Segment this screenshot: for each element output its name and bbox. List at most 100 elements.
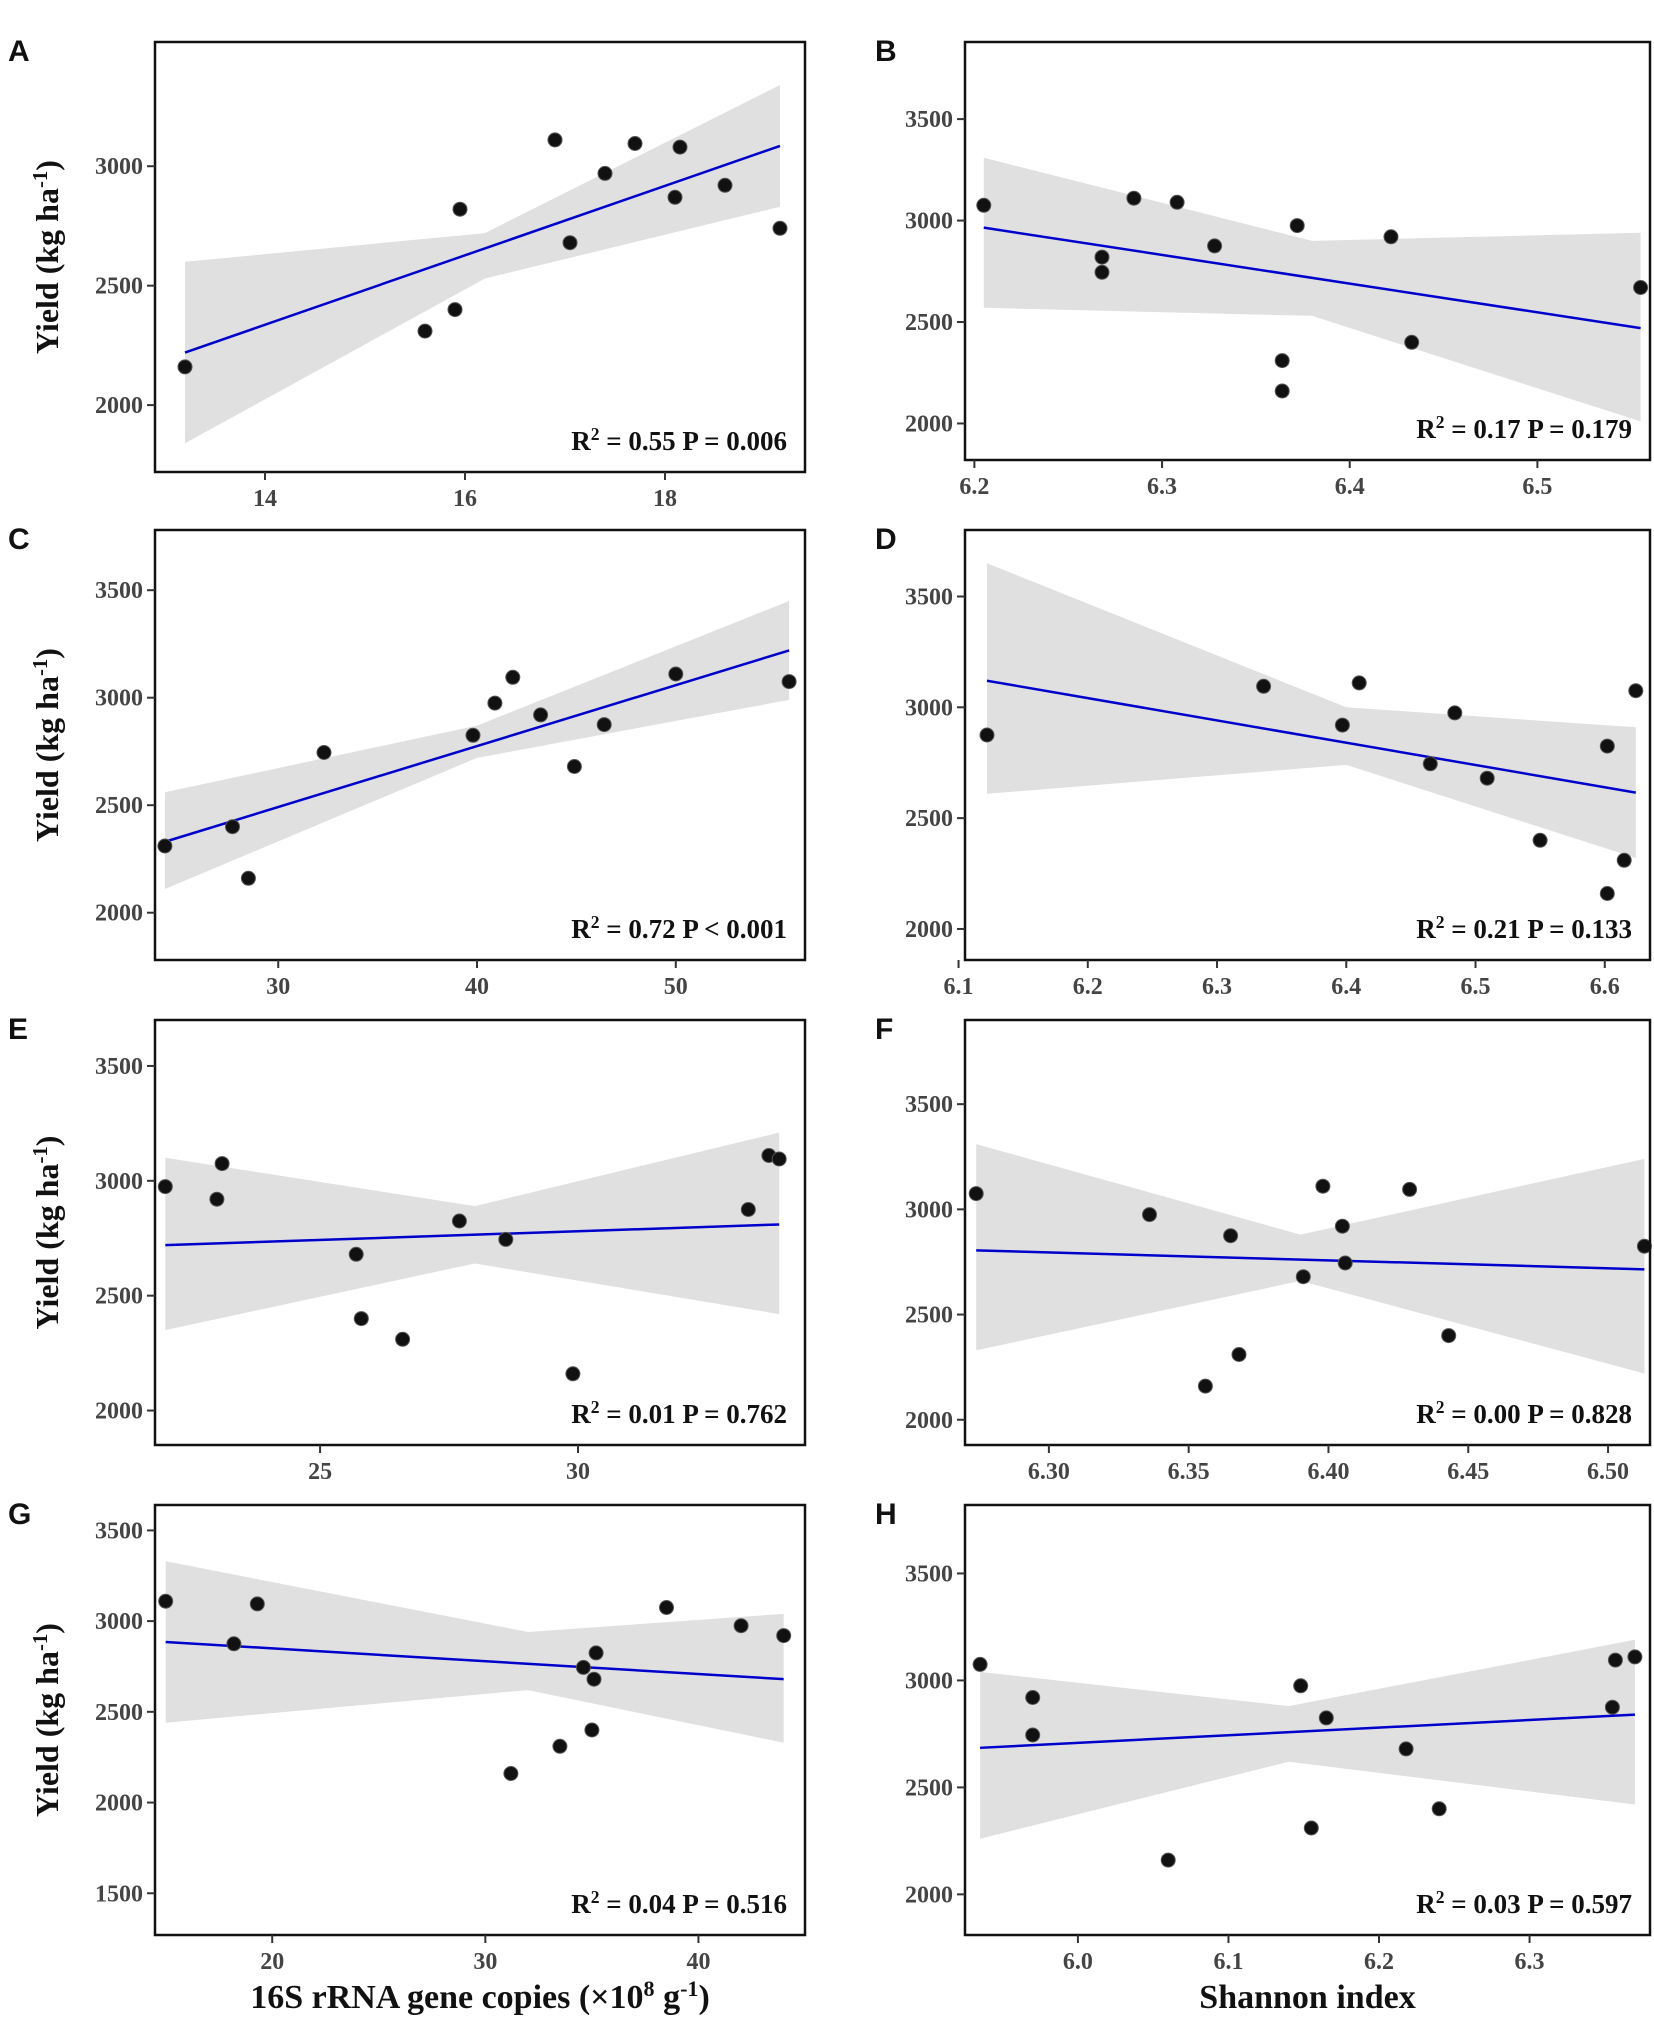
data-point [316,745,332,760]
data-point [505,669,521,685]
y-tick-label: 3500 [905,1561,953,1587]
data-point [1315,1178,1331,1194]
data-point [1479,770,1495,786]
data-point [733,1618,749,1634]
plot-frame [153,1018,807,1447]
x-tick-label: 30 [266,974,290,1000]
panel-letter-f: F [875,1013,893,1046]
confidence-band [185,85,780,444]
data-point [781,674,797,690]
stats-annotation: R2 = 0.21 P = 0.133 [1416,912,1632,944]
data-point [225,819,240,835]
data-point [395,1331,411,1347]
data-point [451,1213,467,1229]
y-tick-label: 2000 [905,917,953,943]
x-tick-label: 40 [465,974,489,1000]
data-point [249,1596,265,1612]
plot-frame [963,1503,1652,1937]
data-point [584,1722,600,1738]
panel-letter-g: G [8,1498,31,1531]
data-point [1334,1218,1350,1234]
x-tick-label: 16 [453,486,477,512]
data-point [1274,383,1290,399]
x-tick-label: 6.2 [1073,974,1103,1000]
data-point [597,165,613,181]
x-tick-label: 6.3 [1147,474,1177,500]
x-tick-label: 6.2 [959,474,989,500]
y-tick-label: 2000 [95,901,143,927]
regression-line [165,1223,780,1247]
data-point [447,302,463,318]
x-tick-label: 6.45 [1447,1459,1489,1485]
y-tick-label: 2000 [905,1882,953,1908]
panel-letter-a: A [8,35,30,68]
y-tick-label: 2000 [95,1791,143,1817]
panel-letter-e: E [8,1013,28,1046]
y-tick-label: 2000 [905,1408,953,1434]
y-tick-label: 2500 [905,1775,953,1801]
x-tick-label: 6.3 [1515,1949,1545,1975]
plot-frame [153,528,807,962]
data-point [1160,1852,1176,1868]
data-point [979,727,995,743]
x-tick-label: 50 [664,974,688,1000]
data-point [1289,218,1305,234]
plot-frame [153,1503,807,1937]
data-point [547,132,563,148]
data-point [1599,738,1615,754]
panel-f: F 6.30 6.35 6.40 6.45 6.50 2000 2500 3000 3500 R2 … [875,1013,1652,1485]
x-tick-label: 6.4 [1331,974,1361,1000]
plot-frame [963,528,1652,962]
panel-a: A 14 16 18 2000 2500 3000 R2 = 0.55 P = 0.006 Yi… [8,35,807,512]
regression-line [979,1713,1636,1750]
y-tick-label: 2500 [905,806,953,832]
data-point [214,1156,230,1172]
data-point [659,1600,674,1615]
data-point [668,666,684,682]
data-point [417,323,433,339]
data-point [1441,1328,1457,1344]
regression-line [164,649,790,843]
confidence-band [980,1639,1635,1839]
y-axis-label: Yield (kg ha-1) [29,648,66,842]
x-tick-label: 6.0 [1063,1949,1093,1975]
data-point [452,201,468,217]
x-tick-label: 6.5 [1522,474,1552,500]
data-point [672,139,688,155]
x-tick-label: 40 [686,1949,710,1975]
data-point [588,1645,604,1661]
data-point [1207,238,1223,254]
data-point [1383,229,1399,245]
y-tick-label: 3000 [95,154,143,180]
data-point [771,1151,787,1167]
x-tick-label: 6.30 [1028,1459,1070,1485]
y-tick-label: 2500 [95,1284,143,1310]
y-tick-label: 3000 [95,686,143,712]
stats-annotation: R2 = 0.01 P = 0.762 [571,1397,787,1429]
data-point [498,1231,514,1247]
y-tick-label: 3500 [95,1518,143,1544]
data-point [1025,1727,1041,1743]
stats-annotation: R2 = 0.03 P = 0.597 [1416,1887,1632,1919]
x-tick-label: 30 [473,1949,497,1975]
x-tick-label: 6.2 [1364,1949,1394,1975]
y-tick-label: 3000 [905,1668,953,1694]
confidence-band [165,1561,784,1743]
plot-frame [963,40,1652,462]
regression-line [983,226,1641,330]
data-point [1627,1649,1643,1665]
data-point [575,1659,591,1675]
regression-line [986,679,1636,794]
panel-letter-d: D [875,523,897,556]
data-point [503,1766,519,1781]
x-tick-label: 20 [260,1949,284,1975]
regression-line [184,144,781,354]
data-point [157,1179,173,1195]
x-tick-label: 6.1 [944,974,974,1000]
x-axis-label-right: Shannon index [1199,1979,1415,2016]
x-tick-label: 25 [308,1459,332,1485]
y-tick-label: 2500 [95,793,143,819]
panel-b: B 6.2 6.3 6.4 6.5 2000 2500 3000 3500 R2 = 0.17 P… [875,35,1652,500]
y-tick-label: 2500 [95,274,143,300]
